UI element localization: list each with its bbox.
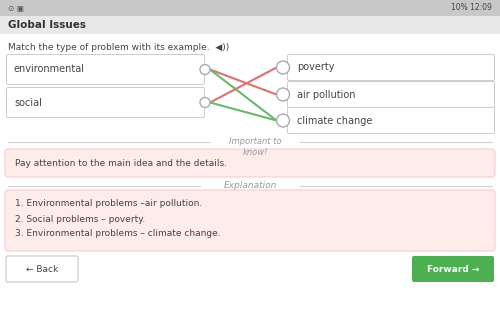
FancyBboxPatch shape — [288, 108, 494, 134]
FancyBboxPatch shape — [288, 81, 494, 108]
FancyBboxPatch shape — [5, 190, 495, 251]
FancyBboxPatch shape — [288, 55, 494, 80]
Text: social: social — [14, 97, 42, 108]
Circle shape — [276, 88, 289, 101]
Text: climate change: climate change — [297, 115, 372, 125]
FancyBboxPatch shape — [0, 16, 500, 34]
Circle shape — [200, 97, 210, 108]
Text: Match the type of problem with its example.  ◀)): Match the type of problem with its examp… — [8, 43, 229, 52]
Text: Forward →: Forward → — [427, 265, 479, 274]
Circle shape — [276, 61, 289, 74]
Text: Pay attention to the main idea and the details.: Pay attention to the main idea and the d… — [15, 158, 227, 168]
Text: 1. Environmental problems –air pollution.: 1. Environmental problems –air pollution… — [15, 199, 202, 208]
Text: 3. Environmental problems – climate change.: 3. Environmental problems – climate chan… — [15, 230, 221, 238]
FancyBboxPatch shape — [0, 0, 500, 16]
Circle shape — [276, 114, 289, 127]
FancyBboxPatch shape — [5, 149, 495, 177]
FancyBboxPatch shape — [6, 87, 204, 118]
Text: Explanation: Explanation — [224, 182, 276, 191]
Text: air pollution: air pollution — [297, 90, 356, 100]
FancyBboxPatch shape — [6, 55, 204, 85]
Text: 2. Social problems – poverty.: 2. Social problems – poverty. — [15, 215, 145, 223]
Text: ⊙ ▣: ⊙ ▣ — [8, 3, 24, 12]
Text: 10% 12:09: 10% 12:09 — [451, 3, 492, 12]
FancyBboxPatch shape — [0, 34, 500, 312]
Text: ← Back: ← Back — [26, 265, 58, 274]
FancyBboxPatch shape — [6, 256, 78, 282]
Circle shape — [200, 65, 210, 75]
FancyBboxPatch shape — [412, 256, 494, 282]
Text: environmental: environmental — [14, 65, 85, 75]
Text: poverty: poverty — [297, 62, 335, 72]
Text: Important to
know!: Important to know! — [229, 137, 281, 157]
Text: Global Issues: Global Issues — [8, 20, 86, 30]
